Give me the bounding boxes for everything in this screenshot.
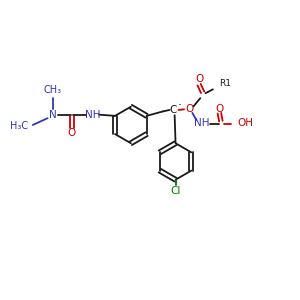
Text: O: O <box>68 128 76 138</box>
Text: C: C <box>169 105 177 115</box>
Text: NH: NH <box>85 110 100 120</box>
Text: OH: OH <box>238 118 254 128</box>
Text: NH: NH <box>194 118 209 128</box>
Text: CH₃: CH₃ <box>44 85 62 94</box>
Text: Cl: Cl <box>170 186 181 196</box>
Text: O: O <box>195 74 203 84</box>
Text: H₃C: H₃C <box>10 122 28 131</box>
Text: N: N <box>49 110 57 120</box>
Text: ·: · <box>178 99 182 112</box>
Text: R1: R1 <box>219 79 231 88</box>
Text: O: O <box>215 104 223 114</box>
Text: O: O <box>185 104 194 114</box>
